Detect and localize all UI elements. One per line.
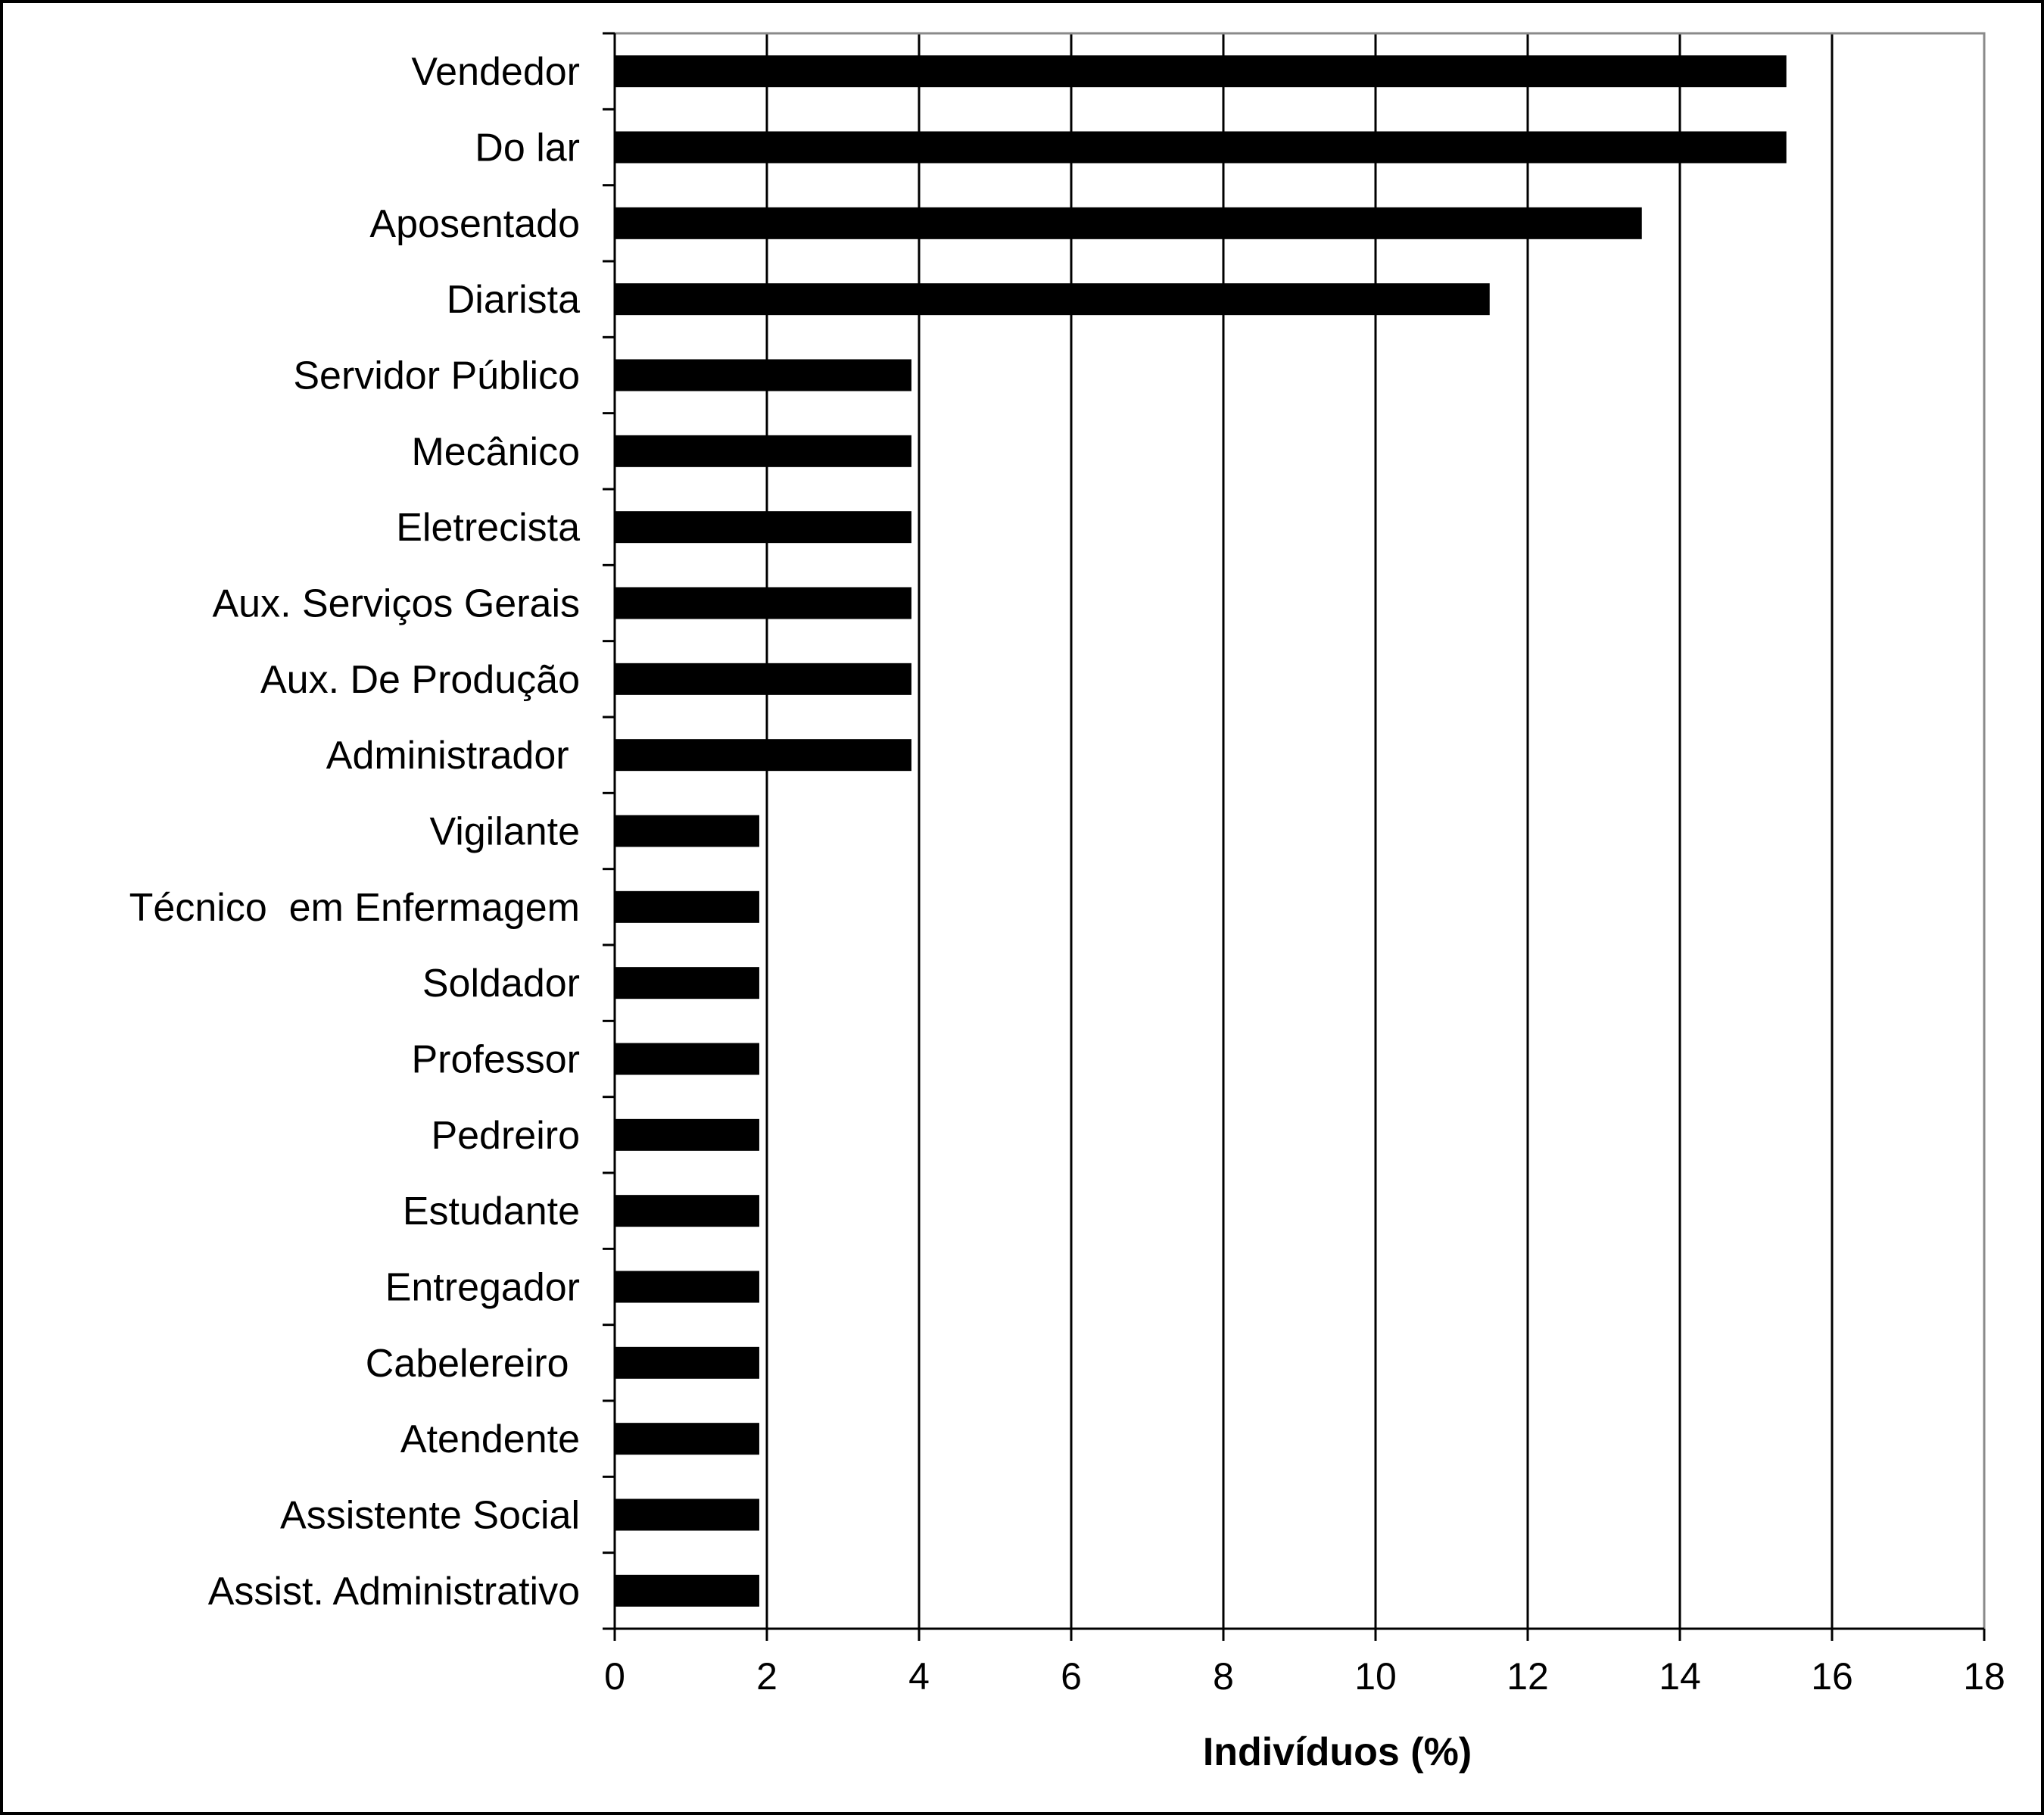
category-label: Professor (411, 1038, 580, 1082)
category-labels: Vendedor Do lar Aposentado Diarista Servidor… (129, 50, 580, 1614)
bar (615, 587, 911, 619)
bar (615, 511, 911, 544)
category-label: Pedreiro (431, 1114, 580, 1158)
category-label: Soldador (422, 962, 580, 1006)
x-tick-label: 6 (1061, 1655, 1082, 1698)
category-label: Eletrecista (396, 506, 580, 550)
bar (615, 1423, 759, 1455)
x-tick-labels: 0 2 4 6 8 10 12 14 16 18 (604, 1655, 2005, 1698)
category-label: Atendente (400, 1417, 580, 1461)
category-label: Aposentado (369, 202, 580, 246)
category-label: Mecânico (411, 430, 580, 474)
category-label: Técnico em Enfermagem (129, 886, 580, 930)
category-label: Entregador (385, 1266, 580, 1310)
x-tick-label: 16 (1811, 1655, 1853, 1698)
category-label: Vendedor (411, 50, 580, 94)
bars (615, 55, 1787, 1607)
bar (615, 890, 759, 923)
bar (615, 435, 911, 467)
category-label: Cabelereiro (366, 1342, 580, 1386)
plot-area-border (613, 32, 1986, 1630)
bar (615, 55, 1787, 88)
bar (615, 1498, 759, 1531)
bar (615, 207, 1642, 239)
bar (615, 131, 1787, 164)
category-label: Assistente Social (280, 1494, 580, 1538)
x-tick-label: 12 (1507, 1655, 1549, 1698)
bar (615, 967, 759, 999)
x-tick-label: 14 (1659, 1655, 1701, 1698)
category-label: Diarista (447, 278, 580, 322)
bar (615, 283, 1490, 316)
bar (615, 1195, 759, 1227)
x-tick-label: 4 (908, 1655, 930, 1698)
category-label: Aux. De Produção (260, 658, 580, 702)
bar-chart: Vendedor Do lar Aposentado Diarista Servidor… (129, 32, 2005, 1774)
category-label: Do lar (475, 126, 580, 170)
x-tick-label: 0 (604, 1655, 625, 1698)
bar (615, 1346, 759, 1379)
x-tick-label: 18 (1963, 1655, 2005, 1698)
bar (615, 1118, 759, 1151)
bar (615, 815, 759, 847)
x-tick-label: 8 (1213, 1655, 1234, 1698)
category-label: Administrador (326, 734, 580, 778)
bar (615, 1043, 759, 1075)
bar (615, 1271, 759, 1303)
x-tick-label: 10 (1354, 1655, 1397, 1698)
gridlines (765, 33, 1834, 1629)
category-label: Estudante (403, 1190, 580, 1233)
category-label: Assist. Administrativo (208, 1570, 580, 1614)
x-axis-title: Indivíduos (%) (1203, 1730, 1472, 1774)
category-label: Aux. Serviços Gerais (213, 582, 581, 626)
x-tick-label: 2 (756, 1655, 777, 1698)
bar (615, 1574, 759, 1607)
bar (615, 739, 911, 772)
category-label: Vigilante (429, 810, 580, 854)
bar (615, 359, 911, 391)
bar (615, 663, 911, 695)
axes (603, 32, 1986, 1641)
category-label: Servidor Público (293, 354, 580, 398)
